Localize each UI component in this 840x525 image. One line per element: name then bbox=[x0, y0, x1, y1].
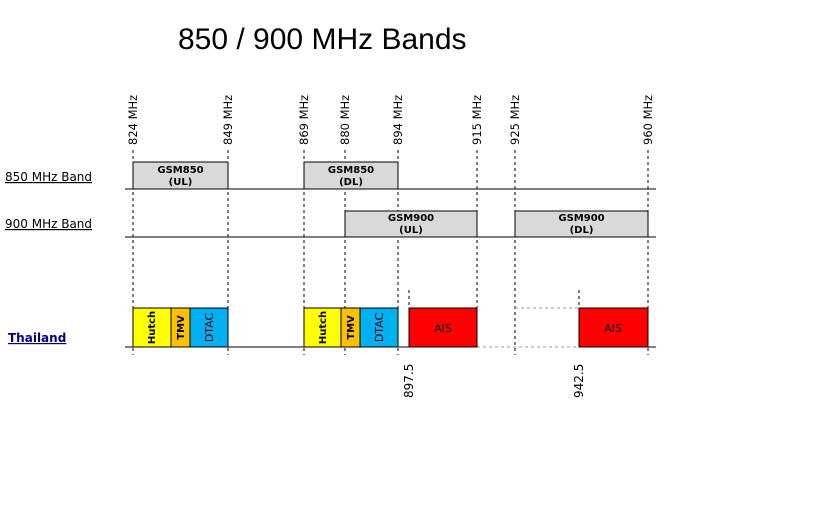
operator-label: Hutch bbox=[318, 311, 329, 344]
operator-fill bbox=[359, 307, 399, 348]
row-label-900: 900 MHz Band bbox=[5, 217, 92, 231]
row-label-850: 850 MHz Band bbox=[5, 170, 92, 184]
freq-label-849: 849 MHz bbox=[221, 95, 235, 145]
freq-label-960: 960 MHz bbox=[641, 95, 655, 145]
band-block-line2: (UL) bbox=[169, 177, 193, 188]
band-block-gsm850-ul: GSM850 (UL) bbox=[132, 161, 229, 190]
band-block-line1: GSM850 bbox=[157, 165, 203, 176]
operator-block-hutch-ul: Hutch bbox=[132, 307, 172, 348]
freq-label-915: 915 MHz bbox=[470, 95, 484, 145]
band-block-line2: (DL) bbox=[570, 225, 594, 236]
operator-block-dtac-ul: DTAC bbox=[189, 307, 229, 348]
band-block-line2: (DL) bbox=[339, 177, 363, 188]
operator-block-ais-ul: AIS bbox=[408, 307, 478, 348]
operator-label: TMV bbox=[346, 315, 357, 340]
operator-fill bbox=[189, 307, 229, 348]
freq-label-894: 894 MHz bbox=[391, 95, 405, 145]
operator-block-ais-dl: AIS bbox=[578, 307, 649, 348]
operator-fill bbox=[303, 307, 342, 348]
operator-block-tmv-ul: TMV bbox=[170, 307, 191, 348]
band-block-line1: GSM850 bbox=[328, 165, 374, 176]
operator-fill bbox=[578, 307, 649, 348]
diagram-title: 850 / 900 MHz Bands bbox=[178, 23, 467, 56]
sub-marker-label-942-5: 942.5 bbox=[572, 364, 586, 398]
freq-label-869: 869 MHz bbox=[297, 95, 311, 145]
freq-label-880: 880 MHz bbox=[338, 95, 352, 145]
operator-block-tmv-dl: TMV bbox=[340, 307, 361, 348]
operator-label: AIS bbox=[604, 322, 622, 335]
band-block-line1: GSM900 bbox=[388, 213, 434, 224]
sub-marker-label-897-5: 897.5 bbox=[402, 364, 416, 398]
operator-fill bbox=[132, 307, 172, 348]
freq-label-824: 824 MHz bbox=[126, 95, 140, 145]
band-block-gsm900-ul: GSM900 (UL) bbox=[344, 210, 478, 238]
operator-label: Hutch bbox=[147, 311, 158, 344]
band-block-line1: GSM900 bbox=[558, 213, 604, 224]
operator-label: TMV bbox=[176, 315, 187, 340]
operator-label: DTAC bbox=[203, 313, 216, 343]
band-block-line2: (UL) bbox=[399, 225, 423, 236]
freq-label-925: 925 MHz bbox=[508, 95, 522, 145]
operator-fill bbox=[408, 307, 478, 348]
operator-block-dtac-dl: DTAC bbox=[359, 307, 399, 348]
band-block-gsm900-dl: GSM900 (DL) bbox=[514, 210, 649, 238]
row-label-thailand[interactable]: Thailand bbox=[8, 331, 66, 345]
operator-label: AIS bbox=[434, 322, 452, 335]
operator-block-hutch-dl: Hutch bbox=[303, 307, 342, 348]
band-block-gsm850-dl: GSM850 (DL) bbox=[303, 161, 399, 190]
operator-label: DTAC bbox=[373, 313, 386, 343]
